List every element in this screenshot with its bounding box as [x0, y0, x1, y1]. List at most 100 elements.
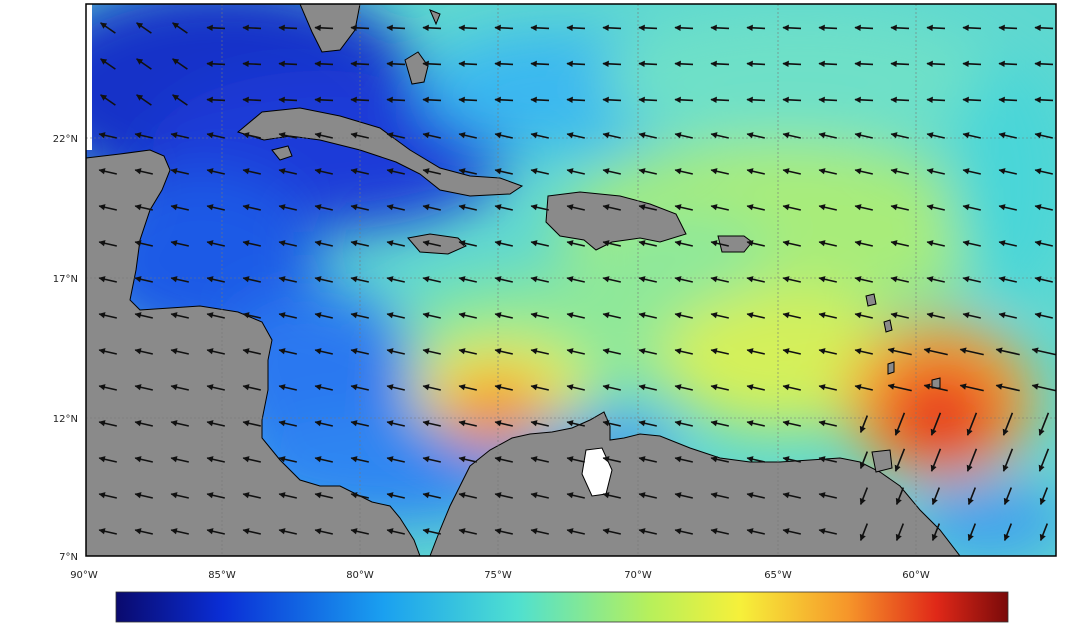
wind-arrow [242, 492, 261, 499]
wind-arrow [566, 420, 585, 427]
wind-arrow [746, 492, 765, 499]
wind-arrow [314, 168, 333, 175]
wind-arrow [422, 528, 441, 535]
wind-arrow [170, 492, 189, 499]
wind-arrow [350, 348, 369, 355]
wind-arrow [206, 312, 225, 319]
wind-arrow [782, 384, 801, 391]
wind-arrow [1034, 312, 1053, 319]
wind-arrow [172, 22, 188, 34]
wind-arrow [1002, 412, 1014, 436]
wind-arrow [638, 456, 657, 463]
wind-arrow [674, 240, 693, 247]
wind-arrow [530, 276, 549, 283]
wind-arrow [314, 528, 333, 535]
wind-arrow [386, 420, 405, 427]
wind-arrow [206, 420, 225, 427]
wind-arrow [710, 276, 729, 283]
wind-arrow [278, 24, 298, 32]
wind-arrow [458, 168, 477, 175]
wind-arrow [962, 24, 982, 32]
wind-arrow [242, 60, 262, 68]
wind-arrow [134, 348, 153, 355]
wind-arrow [926, 204, 945, 211]
wind-arrow [674, 492, 693, 499]
wind-arrow [674, 276, 693, 283]
wind-arrow [206, 96, 226, 104]
wind-arrow [566, 168, 585, 175]
wind-arrow [674, 24, 694, 32]
wind-arrow [746, 348, 765, 355]
wind-arrow [923, 347, 948, 356]
wind-arrow [242, 24, 262, 32]
wind-arrow [134, 492, 153, 499]
wind-arrow [100, 94, 116, 106]
wind-arrow [998, 276, 1017, 283]
wind-arrow [422, 204, 441, 211]
wind-arrow [566, 204, 585, 211]
wind-arrow [170, 168, 189, 175]
wind-arrow [350, 96, 370, 104]
wind-arrow [386, 456, 405, 463]
wind-arrow [930, 412, 942, 436]
wind-arrow [242, 456, 261, 463]
wind-arrow [386, 276, 405, 283]
wind-arrow [386, 60, 406, 68]
wind-arrow [422, 492, 441, 499]
wind-arrow [206, 132, 225, 139]
wind-arrow [278, 528, 297, 535]
wind-arrow [422, 96, 442, 104]
wind-arrow [386, 240, 405, 247]
wind-arrow [530, 240, 549, 247]
wind-arrow [134, 456, 153, 463]
wind-arrow [458, 528, 477, 535]
wind-arrow [962, 240, 981, 247]
wind-arrow [710, 168, 729, 175]
wind-arrow [818, 276, 837, 283]
wind-arrow [818, 492, 837, 499]
wind-arrow [638, 348, 657, 355]
lon-label-65w: 65°W [764, 570, 792, 581]
wind-arrow [859, 487, 869, 505]
wind-arrow [1034, 276, 1053, 283]
wind-arrow [602, 240, 621, 247]
wind-arrow [710, 348, 729, 355]
wind-arrow [966, 412, 978, 436]
wind-arrow [566, 276, 585, 283]
wind-arrow [494, 384, 513, 391]
wind-arrow [854, 204, 873, 211]
wind-arrow [887, 347, 912, 356]
wind-arrow [172, 58, 188, 70]
wind-arrow [710, 456, 729, 463]
wind-arrow [926, 60, 946, 68]
wind-arrow [422, 420, 441, 427]
wind-arrow [782, 528, 801, 535]
wind-arrow [895, 523, 905, 541]
wind-arrow [782, 240, 801, 247]
wind-arrow [602, 276, 621, 283]
wind-arrow [422, 312, 441, 319]
wind-arrow [998, 132, 1017, 139]
wind-arrow [242, 276, 261, 283]
wind-arrow [602, 348, 621, 355]
wind-arrow [602, 384, 621, 391]
wind-arrow [890, 240, 909, 247]
wind-arrow [242, 420, 261, 427]
wind-arrow [1034, 96, 1054, 104]
wind-arrow [746, 96, 766, 104]
wind-arrow [995, 383, 1020, 392]
wind-arrow [890, 24, 910, 32]
wind-arrow [386, 492, 405, 499]
wind-arrow [818, 168, 837, 175]
wind-arrow [350, 528, 369, 535]
wind-arrow [962, 132, 981, 139]
wind-arrow [926, 312, 945, 319]
wind-arrow [674, 348, 693, 355]
wind-arrow [98, 528, 117, 535]
wind-arrow [242, 168, 261, 175]
wind-arrow [314, 276, 333, 283]
wind-arrow [890, 276, 909, 283]
wind-arrow [458, 312, 477, 319]
wind-arrow [854, 384, 873, 391]
wind-arrow [710, 384, 729, 391]
